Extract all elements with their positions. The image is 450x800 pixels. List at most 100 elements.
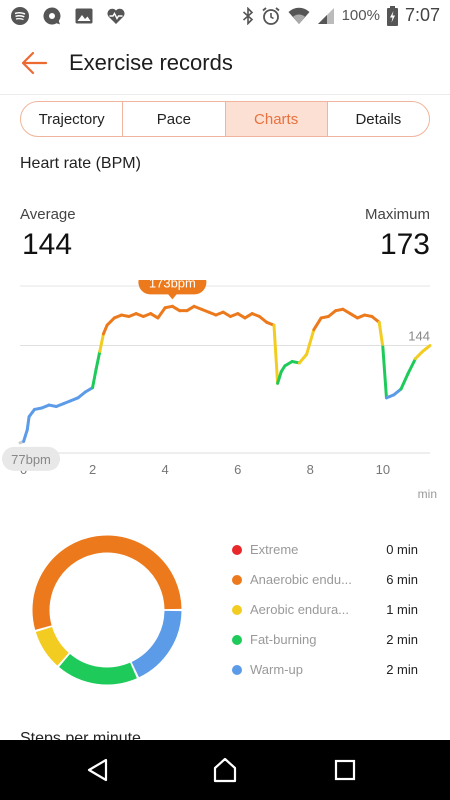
spotify-icon: [11, 7, 29, 25]
status-bar: 100% 7:07: [0, 0, 450, 32]
legend-item-aerobic: Aerobic endura... 1 min: [232, 600, 422, 630]
battery-icon: [386, 5, 398, 26]
legend-name: Aerobic endura...: [250, 602, 350, 617]
heart-rate-line: [18, 304, 432, 445]
x-tick-label: 10: [376, 462, 390, 477]
view-tabs: Trajectory Pace Charts Details: [20, 101, 430, 137]
legend-item-warm-up: Warm-up 2 min: [232, 660, 422, 690]
legend-item-anaerobic: Anaerobic endu... 6 min: [232, 570, 422, 600]
legend-name: Fat-burning: [250, 632, 317, 647]
legend-name: Extreme: [250, 542, 299, 557]
legend-value: 2 min: [386, 632, 418, 647]
max-marker-label: 173bpm: [149, 280, 196, 290]
heart-rate-segment: [276, 370, 283, 385]
home-icon[interactable]: [211, 756, 239, 784]
heart-rate-segment: [413, 349, 425, 361]
maximum-value: 173: [379, 228, 430, 261]
min-marker: 77bpm: [2, 446, 60, 471]
min-marker-bubble: [2, 446, 60, 471]
heart-rate-segment: [272, 323, 280, 385]
heart-rate-zones-donut: [32, 535, 182, 685]
legend-value: 1 min: [386, 602, 418, 617]
battery-percent: 100%: [341, 7, 380, 24]
heart-rate-segment: [392, 387, 403, 397]
x-tick-label: 2: [89, 462, 96, 477]
tab-details[interactable]: Details: [355, 110, 402, 128]
wifi-icon: [288, 7, 310, 24]
heart-rate-segment: [94, 349, 102, 371]
legend-dot: [232, 545, 242, 555]
system-status: 100% 7:07: [242, 5, 440, 26]
heart-rate-segment: [297, 352, 309, 365]
legend-name: Warm-up: [250, 662, 303, 677]
heart-rate-segment: [27, 407, 37, 419]
heart-rate-segment: [312, 316, 323, 332]
health-icon: [107, 8, 125, 24]
x-tick-label: 8: [307, 462, 314, 477]
heart-rate-segment: [98, 332, 105, 353]
heart-rate-segment: [406, 357, 417, 375]
recents-icon[interactable]: [331, 756, 359, 784]
tab-pace[interactable]: Pace: [123, 102, 226, 136]
x-axis-ticks: 0246810: [20, 462, 390, 477]
heart-rate-segment: [326, 309, 338, 318]
back-triangle-icon[interactable]: [84, 756, 112, 784]
legend-dot: [232, 665, 242, 675]
heart-rate-title: Heart rate (BPM): [20, 155, 141, 172]
tab-trajectory[interactable]: Trajectory: [21, 102, 124, 136]
signal-icon: [317, 7, 334, 24]
legend-value: 6 min: [386, 572, 418, 587]
clock-time: 7:07: [404, 5, 440, 25]
heart-rate-segment: [101, 323, 109, 336]
x-tick-label: 4: [162, 462, 169, 477]
max-marker-bubble: [138, 280, 207, 295]
heart-rate-segment: [381, 345, 388, 400]
average-value: 144: [22, 228, 73, 261]
header-divider: [0, 94, 450, 95]
page-title: Exercise records: [69, 50, 233, 75]
heart-rate-segment: [305, 328, 316, 356]
legend-dot: [232, 575, 242, 585]
donut-slice: [35, 626, 69, 666]
donut-slice: [131, 610, 182, 678]
heart-rate-segment: [424, 344, 432, 350]
heart-rate-segment: [156, 306, 167, 320]
donut-slice: [32, 535, 182, 630]
maximum-label: Maximum: [364, 206, 430, 223]
donut-arcs: [32, 535, 182, 685]
legend-item-extreme: Extreme 0 min: [232, 540, 422, 570]
average-label: Average: [20, 206, 76, 223]
bluetooth-icon: [242, 6, 253, 25]
legend-dot: [232, 605, 242, 615]
legend-dot: [232, 635, 242, 645]
legend-name: Anaerobic endu...: [250, 572, 352, 587]
donut-slice: [59, 653, 137, 685]
heart-rate-chart: 0246810 144 173bpm 77bpm min: [2, 280, 437, 501]
heart-rate-segment: [399, 371, 410, 391]
alarm-icon: [262, 6, 280, 25]
max-marker-pointer: [167, 293, 178, 300]
x-tick-label: 6: [234, 462, 241, 477]
heart-rate-segment: [105, 316, 116, 327]
heart-rate-segment: [91, 367, 98, 390]
heart-rate-segment: [25, 415, 31, 432]
image-icon: [75, 8, 93, 24]
app-header: Exercise records: [0, 32, 450, 94]
average-line-label: 144: [408, 329, 430, 344]
heart-rate-segment: [370, 314, 381, 324]
heart-rate-segment: [257, 314, 269, 324]
arrow-left-icon[interactable]: [20, 50, 48, 76]
system-nav-bar: [0, 740, 450, 800]
legend-value: 2 min: [386, 662, 418, 677]
heart-rate-segment: [377, 320, 385, 349]
legend-item-fat-burning: Fat-burning 2 min: [232, 630, 422, 660]
tab-charts[interactable]: Charts: [225, 102, 328, 136]
heart-rate-segment: [76, 390, 87, 400]
notification-icons: [10, 6, 126, 26]
legend-value: 0 min: [386, 542, 418, 557]
zones-legend: Extreme 0 min Anaerobic endu... 6 min Ae…: [232, 540, 422, 690]
x-axis-unit: min: [418, 487, 437, 501]
min-marker-label: 77bpm: [11, 452, 51, 467]
max-marker: 173bpm: [138, 280, 207, 300]
chat-icon: [43, 7, 61, 25]
